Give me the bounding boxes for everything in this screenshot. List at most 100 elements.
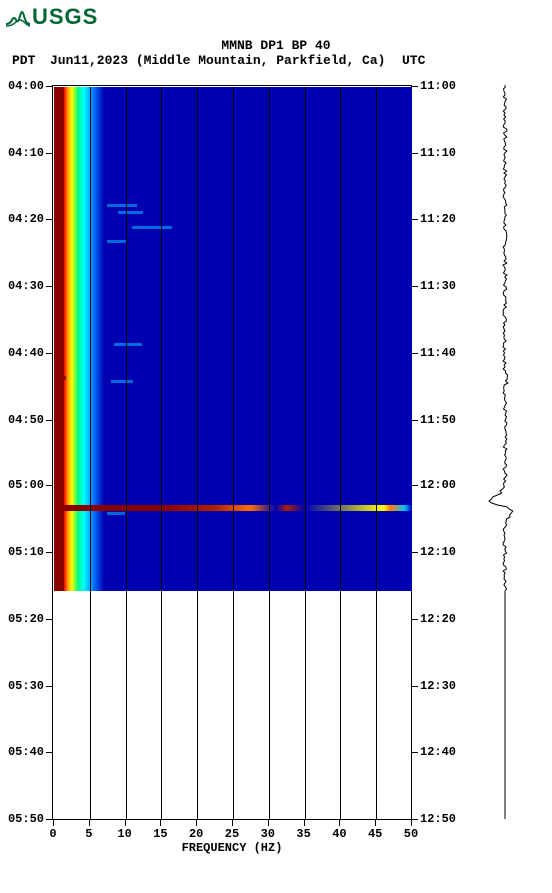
y-tick-right (412, 686, 418, 687)
small-event-row (54, 376, 66, 380)
y-tick-left (46, 353, 52, 354)
x-tick-label: 0 (49, 827, 56, 841)
spectrogram-plot: 05101520253035404550 FREQUENCY (HZ) 04:0… (52, 85, 412, 840)
y-tick-right (412, 752, 418, 753)
y-tick-label-right: 12:30 (420, 679, 456, 693)
x-tick-label: 50 (404, 827, 418, 841)
x-tick-label: 35 (296, 827, 310, 841)
y-tick-label-left: 04:20 (8, 212, 44, 226)
y-tick-label-right: 11:00 (420, 79, 456, 93)
gridline (233, 87, 234, 820)
low-freq-energy-band (54, 87, 64, 591)
seismogram-trace (470, 85, 540, 820)
y-tick-left (46, 219, 52, 220)
y-tick-label-left: 04:30 (8, 279, 44, 293)
y-tick-label-left: 05:10 (8, 545, 44, 559)
y-tick-label-right: 12:50 (420, 812, 456, 826)
noise-speckle (132, 226, 172, 229)
y-tick-right (412, 286, 418, 287)
y-tick-right (412, 219, 418, 220)
y-tick-right (412, 619, 418, 620)
y-tick-label-right: 11:30 (420, 279, 456, 293)
low-freq-gradient-band (64, 87, 104, 591)
left-tz-label: PDT (12, 53, 35, 68)
x-tick-label: 5 (85, 827, 92, 841)
plot-frame (52, 85, 412, 820)
noise-speckle (107, 240, 127, 243)
x-tick-label: 25 (225, 827, 239, 841)
x-tick (196, 820, 197, 826)
x-tick-label: 15 (153, 827, 167, 841)
x-tick (125, 820, 126, 826)
y-tick-label-right: 11:10 (420, 146, 456, 160)
y-tick-label-right: 12:00 (420, 478, 456, 492)
y-tick-left (46, 86, 52, 87)
x-tick (232, 820, 233, 826)
y-tick-right (412, 353, 418, 354)
y-tick-right (412, 86, 418, 87)
usgs-logo: USGS (6, 4, 98, 30)
y-tick-left (46, 686, 52, 687)
y-tick-left (46, 552, 52, 553)
y-tick-left (46, 619, 52, 620)
y-tick-right (412, 420, 418, 421)
noise-speckle (107, 512, 125, 515)
seismogram-svg (470, 85, 540, 820)
y-tick-left (46, 485, 52, 486)
y-tick-label-right: 11:50 (420, 413, 456, 427)
gridline (269, 87, 270, 820)
y-tick-left (46, 819, 52, 820)
y-tick-left (46, 153, 52, 154)
noise-speckle (114, 343, 142, 346)
y-tick-label-right: 12:10 (420, 545, 456, 559)
y-tick-label-right: 12:20 (420, 612, 456, 626)
y-tick-label-right: 12:40 (420, 745, 456, 759)
x-tick (89, 820, 90, 826)
gridline (126, 87, 127, 820)
y-tick-label-left: 05:20 (8, 612, 44, 626)
y-tick-label-left: 05:40 (8, 745, 44, 759)
right-tz-label: UTC (402, 53, 425, 68)
x-tick (375, 820, 376, 826)
y-tick-right (412, 485, 418, 486)
y-tick-label-left: 04:40 (8, 346, 44, 360)
x-tick (160, 820, 161, 826)
usgs-wave-icon (6, 6, 30, 28)
noise-speckle (118, 211, 143, 214)
y-tick-left (46, 752, 52, 753)
gridline (161, 87, 162, 820)
chart-title: MMNB DP1 BP 40 (0, 38, 552, 53)
title-text: MMNB DP1 BP 40 (0, 38, 552, 53)
gridline (197, 87, 198, 820)
y-tick-label-right: 11:40 (420, 346, 456, 360)
seismogram-path (489, 85, 513, 819)
x-tick (411, 820, 412, 826)
y-tick-label-left: 05:00 (8, 478, 44, 492)
noise-speckle (107, 204, 137, 207)
x-tick (339, 820, 340, 826)
x-axis-label: FREQUENCY (HZ) (52, 841, 412, 855)
y-tick-left (46, 420, 52, 421)
y-tick-label-left: 04:10 (8, 146, 44, 160)
y-tick-left (46, 286, 52, 287)
y-tick-label-left: 04:00 (8, 79, 44, 93)
y-tick-label-right: 11:20 (420, 212, 456, 226)
x-tick-label: 30 (261, 827, 275, 841)
y-tick-label-left: 04:50 (8, 413, 44, 427)
y-tick-label-left: 05:30 (8, 679, 44, 693)
x-tick-label: 10 (117, 827, 131, 841)
y-tick-right (412, 819, 418, 820)
date-location-label: Jun11,2023 (Middle Mountain, Parkfield, … (50, 53, 385, 68)
y-tick-label-left: 05:50 (8, 812, 44, 826)
x-tick (53, 820, 54, 826)
x-tick (268, 820, 269, 826)
x-tick (304, 820, 305, 826)
y-tick-right (412, 153, 418, 154)
noise-speckle (111, 380, 133, 383)
y-tick-right (412, 552, 418, 553)
gridline (305, 87, 306, 820)
usgs-logo-text: USGS (32, 4, 98, 30)
x-tick-label: 45 (368, 827, 382, 841)
x-tick-label: 40 (332, 827, 346, 841)
gridline (376, 87, 377, 820)
